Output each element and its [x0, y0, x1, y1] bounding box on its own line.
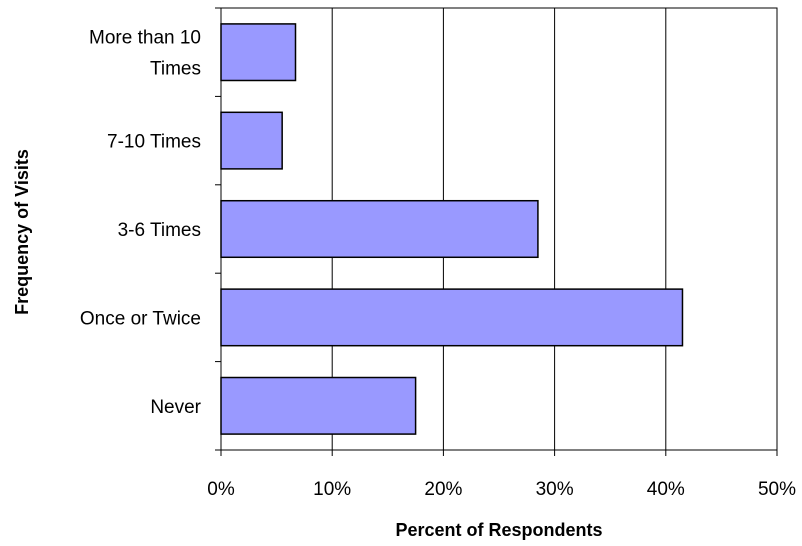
- y-tick-labels: More than 10 Times 7-10 Times 3-6 Times Once…: [80, 28, 202, 418]
- y-tick-label-0: More than 10 Times: [89, 28, 201, 80]
- axes: [215, 7, 778, 456]
- y-tick-label-3: Once or Twice: [80, 308, 201, 329]
- bar-1: [220, 111, 283, 170]
- bar-0: [220, 23, 297, 82]
- bar-3: [220, 288, 684, 347]
- bars: [220, 23, 684, 435]
- y-tick-label-1: 7-10 Times: [107, 132, 201, 153]
- x-tick-label-0: 0%: [207, 479, 235, 500]
- plot-frame: [220, 7, 778, 451]
- x-tick-label-50: 50%: [758, 479, 796, 500]
- x-tick-label-30: 30%: [536, 479, 574, 500]
- y-axis-title: Frequency of Visits: [12, 149, 32, 315]
- y-tick-label-4: Never: [150, 397, 201, 418]
- bar-2: [220, 199, 539, 259]
- y-tick-label-2: 3-6 Times: [118, 220, 201, 241]
- x-tick-label-40: 40%: [647, 479, 685, 500]
- x-axis-title: Percent of Respondents: [395, 520, 602, 540]
- x-tick-labels: 0% 10% 20% 30% 40% 50%: [207, 479, 796, 500]
- x-tick-label-10: 10%: [313, 479, 351, 500]
- x-tick-label-20: 20%: [424, 479, 462, 500]
- bar-4: [220, 376, 417, 435]
